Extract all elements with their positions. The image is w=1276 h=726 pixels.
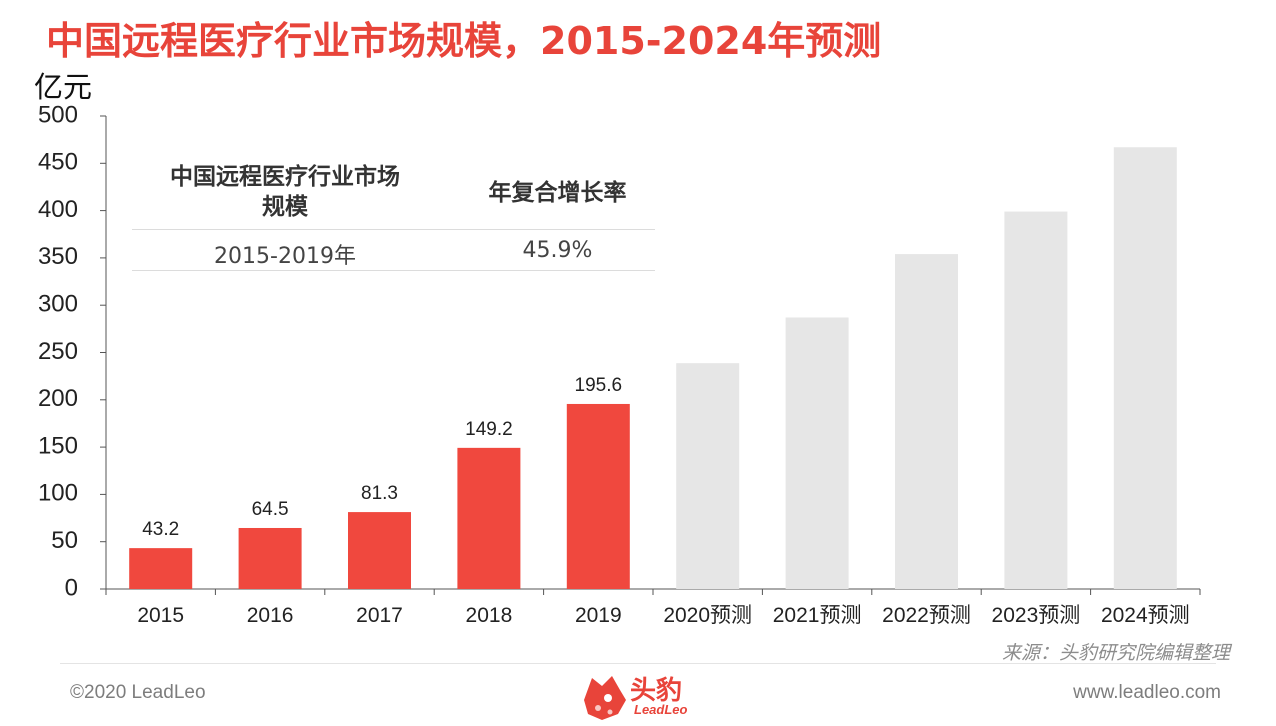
footer-divider [60, 663, 1216, 664]
y-tick-label: 450 [38, 149, 78, 176]
data-label: 195.6 [575, 375, 623, 396]
copyright-text: ©2020 LeadLeo [70, 682, 206, 703]
x-tick-label: 2019 [575, 604, 622, 627]
y-tick-label: 500 [38, 101, 78, 128]
logo-chinese-text: 头豹 [630, 676, 683, 706]
data-label: 81.3 [361, 483, 398, 504]
data-label: 149.2 [465, 419, 513, 440]
x-tick-label: 2024预测 [1101, 604, 1190, 627]
y-tick-label: 150 [38, 432, 78, 459]
forecast-bar [1113, 147, 1177, 589]
x-tick-label: 2018 [466, 604, 513, 627]
forecast-bar [676, 363, 740, 589]
data-label: 64.5 [252, 499, 289, 520]
actual-bar [566, 403, 630, 589]
actual-bar [238, 527, 302, 589]
y-tick-label: 400 [38, 196, 78, 223]
y-tick-label: 350 [38, 243, 78, 270]
leadleo-logo: 头豹 LeadLeo [580, 668, 710, 726]
chart-title: 中国远程医疗行业市场规模，2015-2024年预测 [46, 19, 882, 63]
actual-bar [457, 447, 521, 589]
data-label: 43.2 [142, 519, 179, 540]
y-tick-label: 0 [65, 574, 78, 601]
y-tick-label: 100 [38, 480, 78, 507]
logo-english-text: LeadLeo [634, 702, 688, 717]
x-tick-label: 2017 [356, 604, 403, 627]
inset-header-market-size: 中国远程医疗行业市场规模 [170, 164, 400, 220]
leopard-head-icon [584, 676, 626, 720]
source-note: 来源：头豹研究院编辑整理 [1001, 642, 1230, 664]
bar-chart: 0 50 100 150 200 250 300 350 400 450 500 2015 43.2 20… [38, 101, 1201, 627]
forecast-bar [785, 317, 849, 589]
actual-bar [129, 548, 193, 589]
inset-cagr-value: 45.9% [522, 238, 593, 263]
inset-period: 2015-2019年 [214, 244, 356, 269]
y-tick-label: 300 [38, 291, 78, 318]
inset-divider-bottom [132, 270, 655, 271]
y-axis-unit: 亿元 [34, 70, 93, 104]
x-tick-label: 2021预测 [773, 604, 862, 627]
x-tick-label: 2020预测 [663, 604, 752, 627]
x-tick-label: 2022预测 [882, 604, 971, 627]
y-tick-label: 50 [51, 527, 78, 554]
y-tick-label: 200 [38, 385, 78, 412]
actual-bar [348, 512, 411, 589]
inset-divider-top [132, 229, 655, 230]
forecast-bar [895, 254, 958, 589]
website-link[interactable]: www.leadleo.com [1073, 682, 1221, 703]
x-tick-label: 2016 [247, 604, 294, 627]
x-tick-label: 2023预测 [992, 604, 1081, 627]
y-tick-label: 250 [38, 338, 78, 365]
x-tick-label: 2015 [137, 604, 184, 627]
inset-header-cagr: 年复合增长率 [488, 180, 627, 206]
forecast-bar [1004, 211, 1068, 589]
